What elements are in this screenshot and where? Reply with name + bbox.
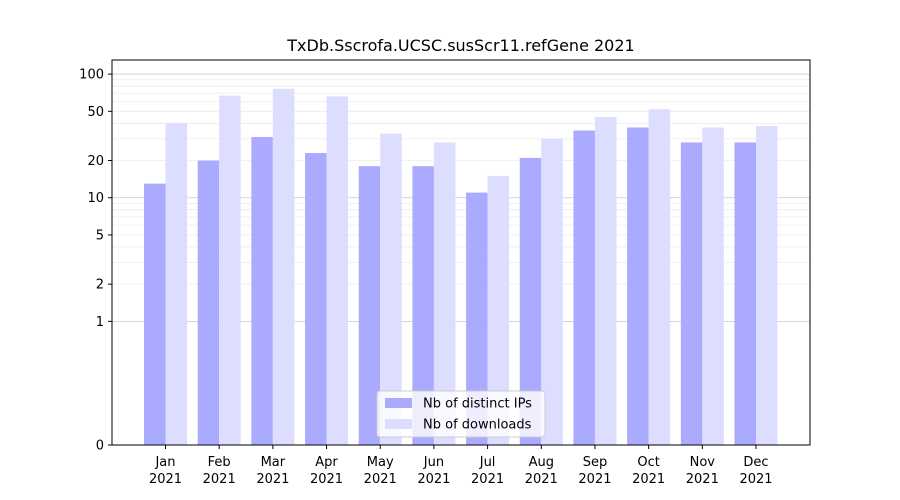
x-tick-label-month: Aug [529,455,554,470]
bars [144,88,778,446]
legend-swatch [385,419,412,429]
bar-series-2 [219,95,241,445]
legend-box [376,390,546,438]
x-tick-label-month: Dec [743,455,768,470]
legend-swatch [385,398,412,408]
bar-series-1 [680,142,703,445]
x-tick-label-month: Jun [423,455,444,470]
bar-series-2 [380,133,402,445]
x-tick-label-month: Jan [154,455,175,470]
x-tick-label-month: Sep [583,455,608,470]
x-tick-label-year: 2021 [149,472,182,487]
x-tick-label-year: 2021 [578,472,611,487]
legend-label: Nb of distinct IPs [423,397,532,412]
y-tick-label: 1 [96,315,104,330]
x-tick-label-month: Nov [690,455,716,470]
bar-series-1 [734,142,756,445]
bar-series-1 [627,127,649,446]
x-tick-label-month: May [367,455,394,470]
bar-series-2 [648,109,671,445]
y-tick-label: 5 [96,228,104,243]
bar-series-1 [251,136,273,445]
x-tick-label-month: Apr [315,455,338,470]
bar-series-1 [144,183,166,445]
x-tick-label-month: Feb [208,455,231,470]
x-tick-label-year: 2021 [686,472,719,487]
bar-series-1 [305,153,327,445]
x-tick-label-month: Oct [637,455,659,470]
bar-series-1 [358,166,381,445]
bar-series-1 [466,192,488,445]
x-tick-label-year: 2021 [417,472,450,487]
x-tick-label-month: Jul [479,455,496,470]
y-tick-label: 100 [79,68,104,83]
y-tick-label: 50 [87,105,104,120]
bar-series-2 [433,142,456,445]
y-tick-label: 20 [87,154,104,169]
bar-series-2 [702,127,724,446]
bar-series-1 [412,166,434,445]
x-tick-label-year: 2021 [632,472,665,487]
bar-series-1 [573,130,595,445]
x-tick-label-year: 2021 [256,472,289,487]
x-tick-label-year: 2021 [739,472,772,487]
x-tick-label-month: Mar [261,455,286,470]
bar-series-1 [197,160,220,445]
x-tick-label-year: 2021 [364,472,397,487]
bar-series-2 [756,126,778,445]
x-tick-label-year: 2021 [525,472,558,487]
y-tick-label: 2 [96,278,104,293]
y-tick-label: 10 [87,191,104,206]
bar-series-2 [326,96,349,445]
bar-series-2 [487,175,510,445]
bar-series-2 [541,138,563,446]
y-axis: 0 1 2 5 10 20 50 100 [79,68,112,454]
bar-series-2 [272,88,295,445]
legend: Nb of distinct IPs Nb of downloads [376,390,546,438]
x-tick-label-year: 2021 [310,472,343,487]
legend-label: Nb of downloads [423,418,532,433]
bar-series-2 [165,123,187,445]
chart-title: TxDb.Sscrofa.UCSC.susScr11.refGene 2021 [286,36,634,55]
x-axis: Jan 2021 Feb 2021 Mar 2021 Apr 2021 May 2021 Jun 20… [149,445,773,487]
x-tick-label-year: 2021 [471,472,504,487]
x-tick-label-year: 2021 [203,472,236,487]
bar-series-1 [519,157,542,446]
y-tick-label: 0 [96,439,104,454]
plot-frame [111,59,811,446]
bar-series-2 [594,116,617,445]
